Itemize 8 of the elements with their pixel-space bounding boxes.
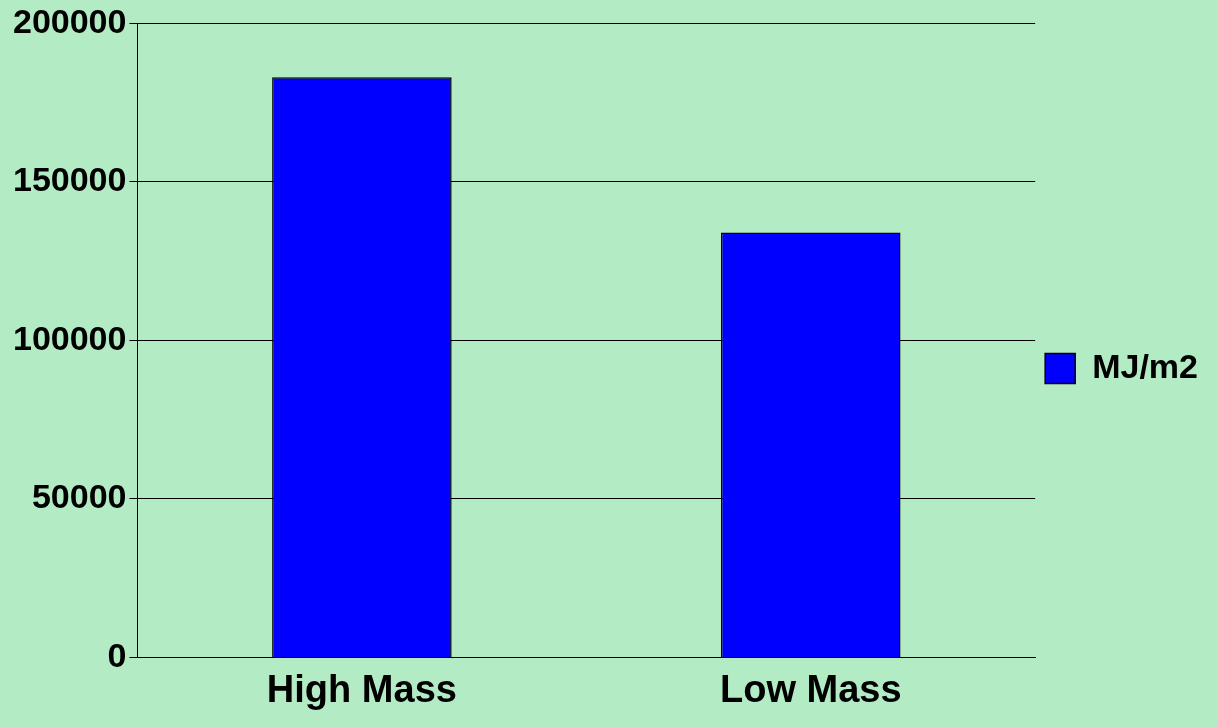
legend-label: MJ/m2 <box>1092 346 1199 385</box>
y-tick-label: 100000 <box>12 318 127 357</box>
y-tick-label: 50000 <box>31 477 127 516</box>
y-tick-label: 150000 <box>12 160 127 199</box>
y-tick-label: 0 <box>107 635 127 674</box>
y-tick-label: 200000 <box>12 1 127 40</box>
x-tick-label: Low Mass <box>719 667 902 710</box>
x-tick-label: High Mass <box>266 667 457 710</box>
